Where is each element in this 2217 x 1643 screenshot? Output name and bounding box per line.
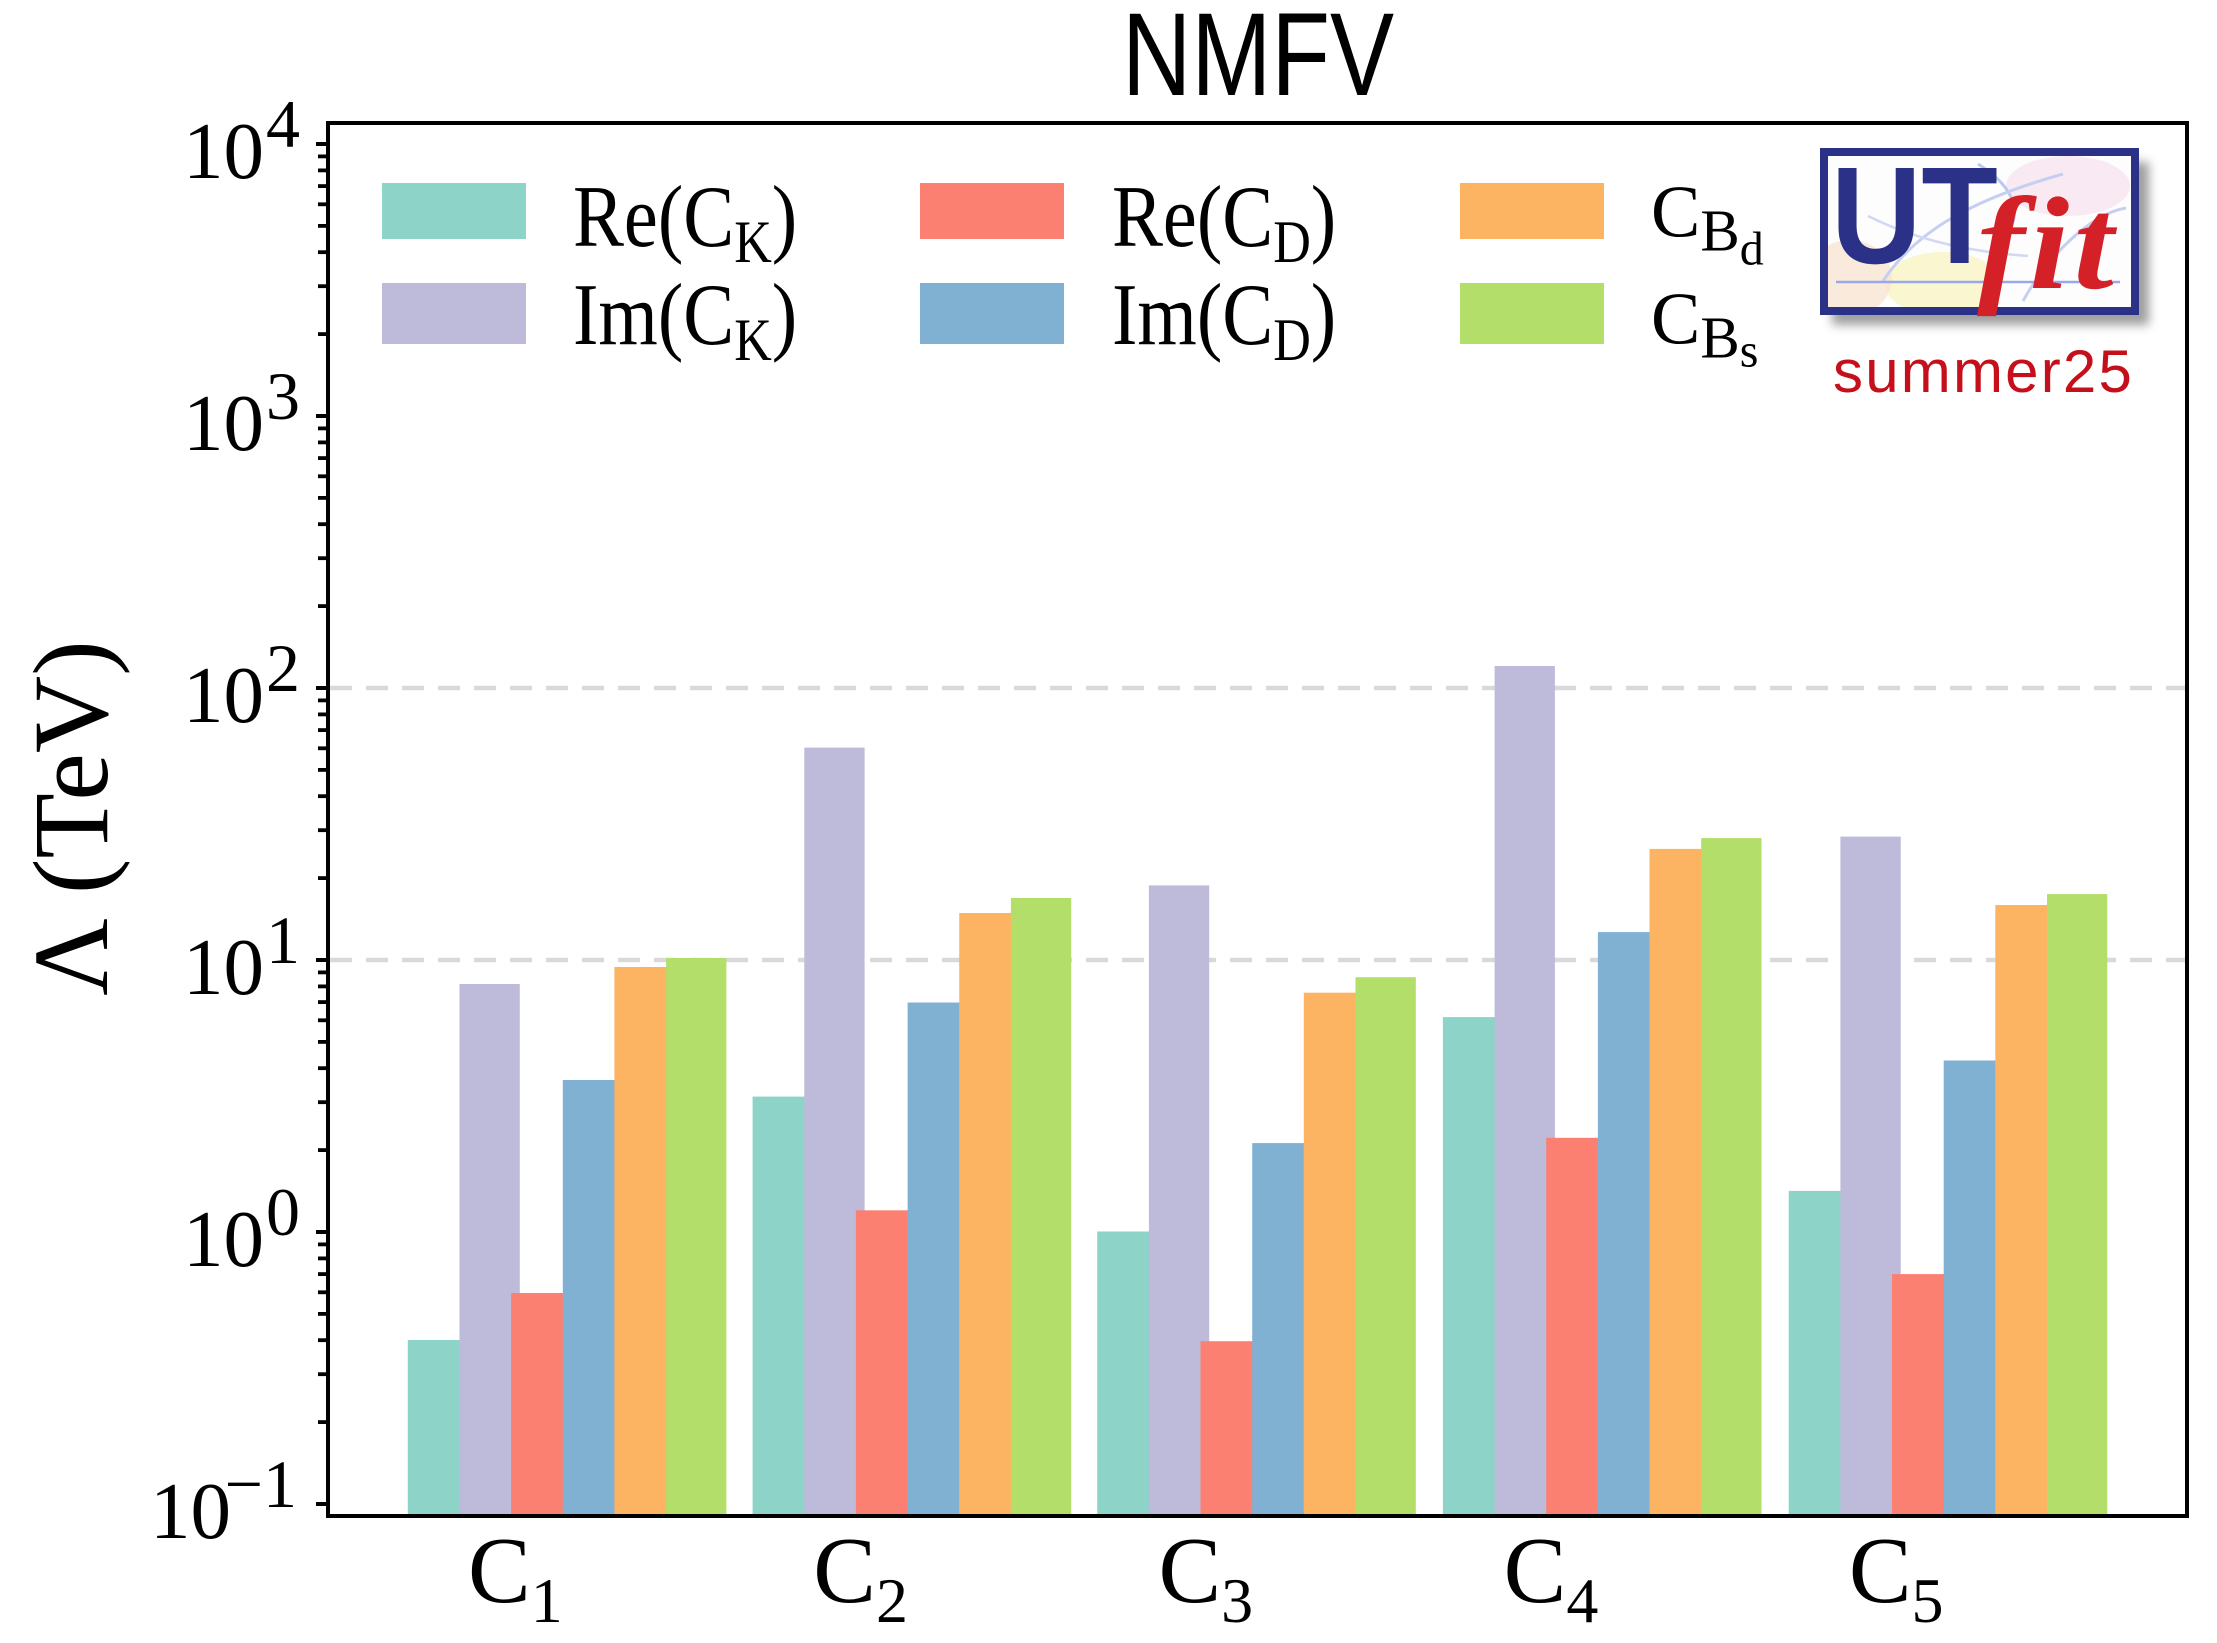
svg-text:0: 0 — [266, 1174, 300, 1250]
svg-text:10: 10 — [183, 1194, 264, 1284]
svg-text:UT: UT — [1831, 138, 1998, 292]
svg-text:NMFV: NMFV — [1122, 0, 1394, 120]
svg-text:3: 3 — [266, 358, 300, 434]
svg-text:C3: C3 — [1158, 1519, 1253, 1636]
svg-text:2: 2 — [266, 630, 300, 706]
svg-text:Im(CK): Im(CK) — [573, 266, 797, 374]
svg-text:CBs: CBs — [1651, 278, 1758, 377]
svg-text:Re(CK): Re(CK) — [573, 168, 797, 276]
svg-text:10: 10 — [183, 922, 264, 1012]
svg-text:10: 10 — [150, 1466, 231, 1556]
svg-text:C5: C5 — [1849, 1519, 1944, 1636]
svg-text:fit: fit — [1977, 170, 2118, 316]
svg-text:CBd: CBd — [1651, 172, 1764, 276]
svg-text:Λ (TeV): Λ (TeV) — [13, 640, 131, 995]
svg-text:Im(CD): Im(CD) — [1112, 266, 1336, 374]
svg-text:10: 10 — [183, 378, 264, 468]
svg-text:summer25: summer25 — [1833, 338, 2134, 405]
svg-text:10: 10 — [183, 106, 264, 196]
svg-text:C4: C4 — [1504, 1519, 1599, 1636]
svg-text:C1: C1 — [468, 1519, 563, 1636]
svg-text:1: 1 — [266, 902, 300, 978]
svg-text:−1: −1 — [225, 1446, 297, 1522]
svg-text:10: 10 — [183, 650, 264, 740]
svg-text:Re(CD): Re(CD) — [1112, 168, 1336, 276]
svg-text:C2: C2 — [813, 1519, 908, 1636]
svg-text:4: 4 — [266, 86, 300, 162]
